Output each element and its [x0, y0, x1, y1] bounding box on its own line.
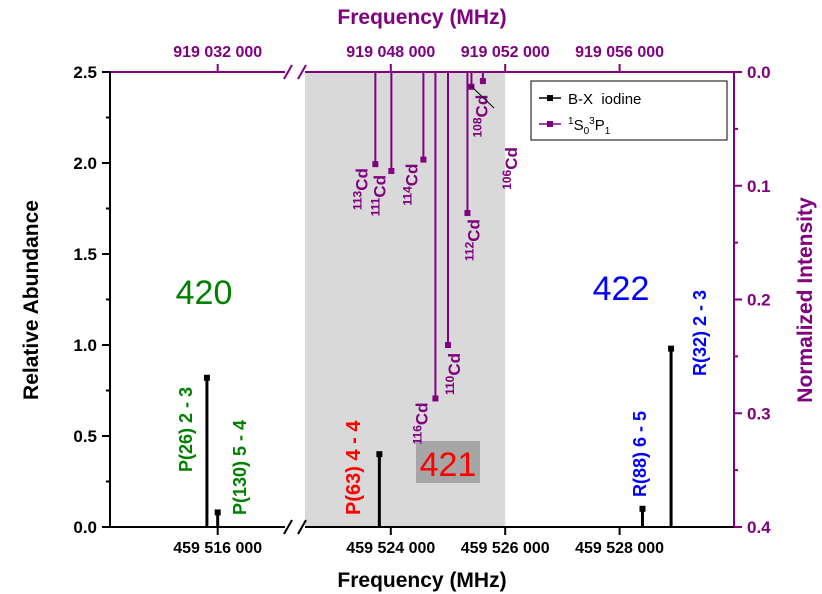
legend-box	[530, 80, 728, 141]
cadmium-line-marker	[445, 342, 451, 348]
x2-axis-title: Frequency (MHz)	[337, 6, 506, 29]
x-tick-label: 459 516 000	[173, 540, 262, 557]
cadmium-line-marker	[432, 395, 439, 402]
cadmium-line-marker	[464, 210, 471, 217]
y-tick-label: 1.0	[73, 336, 97, 355]
legend-iodine-label: B-X iodine	[568, 91, 641, 108]
y-tick-label: 0.0	[73, 518, 97, 537]
legend: B-X iodine 1S03P1	[530, 80, 728, 141]
cadmium-lines	[372, 72, 486, 402]
cadmium-isotope-label: 112Cd	[462, 219, 483, 261]
cadmium-isotope-label: 111Cd	[368, 175, 389, 216]
legend-cadmium-swatch	[547, 121, 553, 127]
y2-tick-label: 0.2	[747, 291, 771, 310]
cadmium-isotope-label: 113Cd	[350, 168, 371, 210]
x2-axis-ticks: 919 032 000 919 048 000 919 052 000 919 056…	[173, 44, 664, 72]
line-label-p63: P(63) 4 - 4	[343, 420, 365, 515]
x-tick-label: 459 526 000	[461, 540, 550, 557]
y-tick-label: 1.5	[73, 245, 97, 264]
legend-iodine-swatch	[547, 95, 553, 101]
x-axis-ticks: 459 516 000 459 524 000 459 526 000 459 528…	[173, 527, 664, 557]
y2-tick-label: 0.3	[747, 404, 771, 423]
cd106-leader-line	[470, 85, 495, 109]
group-label-420: 420	[176, 274, 233, 312]
cadmium-line-marker	[420, 156, 427, 163]
iodine-line-marker	[203, 374, 210, 381]
cadmium-isotope-label: 114Cd	[400, 164, 421, 206]
iodine-line-marker	[214, 509, 221, 516]
line-label-r32: R(32) 2 - 3	[690, 290, 710, 376]
y-axis-ticks: 0.0 0.5 1.0 1.5 2.0 2.5	[73, 63, 110, 537]
x-tick-label: 459 524 000	[346, 540, 435, 557]
group-label-421: 421	[420, 446, 477, 484]
x2-tick-label: 919 056 000	[575, 44, 664, 61]
y2-tick-label: 0.0	[747, 63, 771, 82]
x2-tick-label: 919 032 000	[173, 44, 262, 61]
cadmium-isotope-label: 110Cd	[443, 353, 464, 395]
iodine-line-marker	[668, 345, 675, 352]
iodine-lines	[203, 345, 675, 527]
line-label-p130: P(130) 5 - 4	[230, 420, 250, 515]
y2-tick-label: 0.4	[747, 518, 771, 537]
group-label-422: 422	[593, 270, 650, 308]
y-axis-title: Relative Abundance	[20, 200, 43, 400]
cadmium-isotope-label: 116Cd	[410, 402, 431, 444]
iodine-line-marker	[376, 451, 383, 458]
cadmium-line-marker	[388, 167, 395, 174]
x2-tick-label: 919 052 000	[461, 44, 550, 61]
y2-tick-label: 0.1	[747, 177, 771, 196]
legend-cadmium-label: 1S03P1	[568, 116, 611, 137]
top-break-mark	[283, 64, 307, 80]
y-tick-label: 0.5	[73, 427, 97, 446]
x-axis-title: Frequency (MHz)	[337, 569, 506, 592]
y2-axis-ticks: 0.0 0.1 0.2 0.3 0.4	[734, 63, 771, 537]
cadmium-line-marker	[479, 78, 486, 85]
cadmium-isotope-label: 106Cd	[500, 147, 521, 190]
bottom-break-mark	[283, 519, 307, 535]
x2-tick-label: 919 048 000	[346, 44, 435, 61]
y2-axis-title: Normalized Intensity	[794, 197, 817, 403]
iodine-line-marker	[639, 505, 646, 512]
y-tick-label: 2.0	[73, 154, 97, 173]
line-label-p26: P(26) 2 - 3	[176, 387, 196, 472]
line-label-r88: R(88) 6 - 5	[630, 411, 650, 497]
x-tick-label: 459 528 000	[575, 540, 664, 557]
cadmium-line-marker	[372, 161, 379, 168]
group-label-421-box	[416, 441, 480, 483]
y-tick-label: 2.5	[73, 63, 97, 82]
